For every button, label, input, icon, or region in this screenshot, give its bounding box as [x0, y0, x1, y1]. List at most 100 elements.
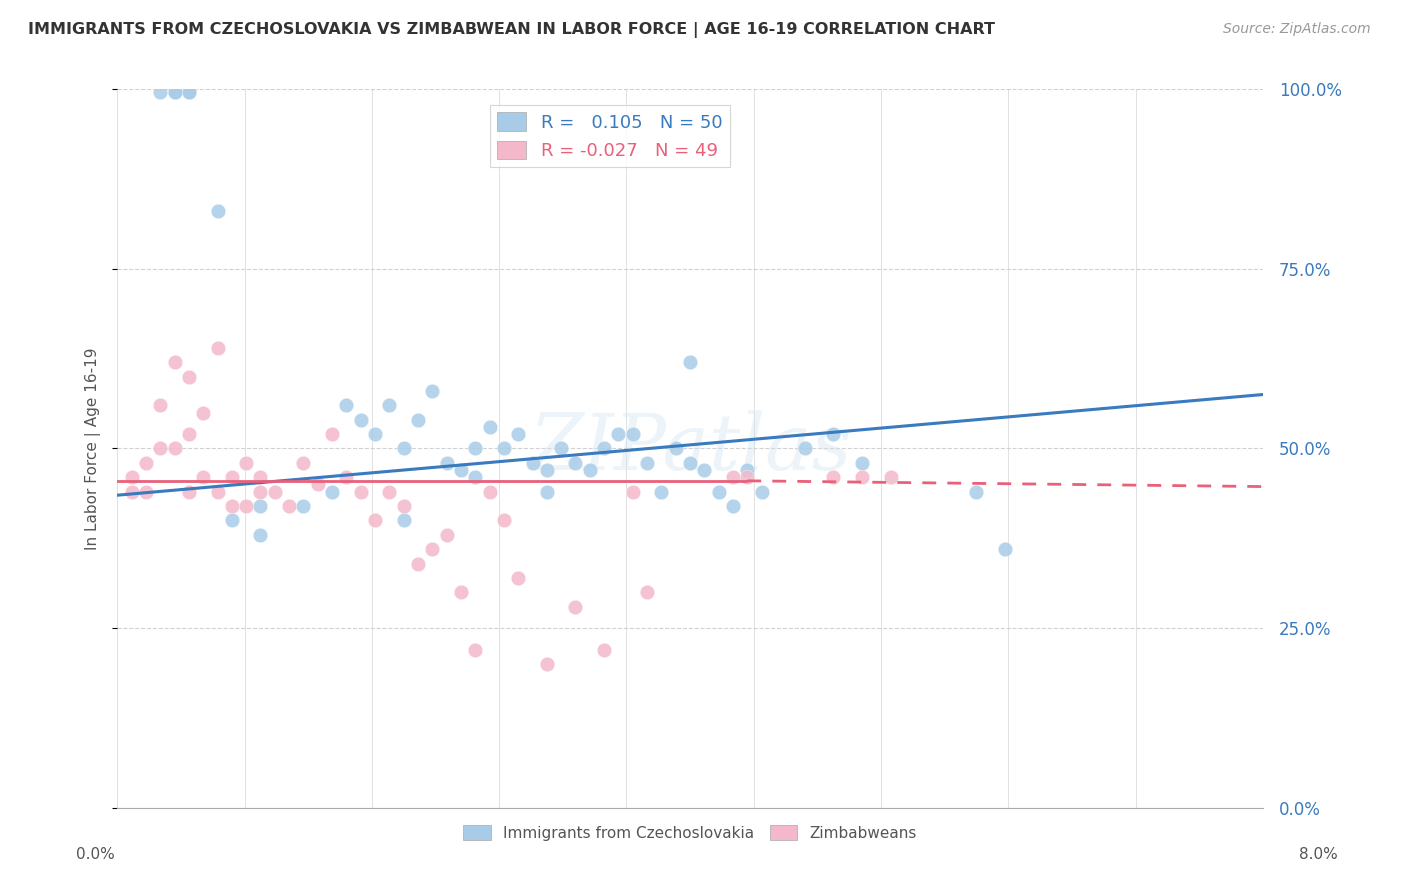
Point [721, 499, 744, 513]
Point [249, 528, 271, 542]
Point [249, 484, 271, 499]
Point [450, 585, 472, 599]
Point [163, 442, 186, 456]
Point [163, 86, 186, 100]
Point [679, 355, 702, 369]
Point [177, 86, 200, 100]
Point [879, 470, 901, 484]
Point [851, 456, 873, 470]
Point [135, 456, 157, 470]
Point [536, 657, 558, 672]
Point [621, 427, 644, 442]
Point [263, 484, 285, 499]
Point [436, 456, 458, 470]
Point [193, 470, 215, 484]
Point [149, 398, 172, 412]
Point [350, 413, 373, 427]
Point [163, 86, 186, 100]
Point [994, 542, 1017, 557]
Point [564, 456, 586, 470]
Point [350, 484, 373, 499]
Point [721, 470, 744, 484]
Point [737, 470, 759, 484]
Point [292, 499, 315, 513]
Point [392, 513, 415, 527]
Point [177, 369, 200, 384]
Point [207, 204, 229, 219]
Text: ZIPatlas: ZIPatlas [529, 410, 851, 487]
Point [406, 557, 429, 571]
Point [292, 456, 315, 470]
Point [508, 571, 530, 585]
Point [177, 86, 200, 100]
Point [364, 513, 387, 527]
Point [193, 405, 215, 419]
Point [751, 484, 773, 499]
Point [406, 413, 429, 427]
Point [249, 499, 271, 513]
Point [464, 642, 486, 657]
Point [249, 470, 271, 484]
Point [121, 484, 143, 499]
Point [335, 470, 357, 484]
Point [492, 442, 515, 456]
Point [737, 463, 759, 477]
Y-axis label: In Labor Force | Age 16-19: In Labor Force | Age 16-19 [86, 347, 101, 549]
Point [207, 341, 229, 355]
Point [420, 542, 443, 557]
Text: IMMIGRANTS FROM CZECHOSLOVAKIA VS ZIMBABWEAN IN LABOR FORCE | AGE 16-19 CORRELAT: IMMIGRANTS FROM CZECHOSLOVAKIA VS ZIMBAB… [28, 22, 995, 38]
Point [508, 427, 530, 442]
Point [392, 442, 415, 456]
Point [420, 384, 443, 398]
Point [665, 442, 688, 456]
Point [177, 427, 200, 442]
Point [593, 642, 616, 657]
Point [478, 420, 501, 434]
Point [793, 442, 815, 456]
Point [492, 513, 515, 527]
Point [593, 442, 616, 456]
Point [378, 484, 401, 499]
Point [464, 442, 486, 456]
Legend: R =   0.105   N = 50, R = -0.027   N = 49: R = 0.105 N = 50, R = -0.027 N = 49 [491, 105, 730, 168]
Point [550, 442, 572, 456]
Point [278, 499, 301, 513]
Text: Source: ZipAtlas.com: Source: ZipAtlas.com [1223, 22, 1371, 37]
Point [121, 470, 143, 484]
Point [636, 585, 658, 599]
Point [536, 463, 558, 477]
Point [392, 499, 415, 513]
Text: 0.0%: 0.0% [76, 847, 115, 862]
Point [564, 599, 586, 614]
Point [221, 470, 243, 484]
Point [464, 470, 486, 484]
Point [650, 484, 672, 499]
Point [450, 463, 472, 477]
Point [578, 463, 600, 477]
Point [149, 442, 172, 456]
Point [823, 470, 845, 484]
Point [621, 484, 644, 499]
Point [335, 398, 357, 412]
Point [321, 484, 343, 499]
Point [536, 484, 558, 499]
Point [693, 463, 716, 477]
Point [135, 484, 157, 499]
Point [235, 456, 257, 470]
Point [636, 456, 658, 470]
Point [207, 484, 229, 499]
Text: 8.0%: 8.0% [1299, 847, 1339, 862]
Point [149, 86, 172, 100]
Point [307, 477, 329, 491]
Point [707, 484, 730, 499]
Point [364, 427, 387, 442]
Point [851, 470, 873, 484]
Point [478, 484, 501, 499]
Point [436, 528, 458, 542]
Point [163, 355, 186, 369]
Point [221, 499, 243, 513]
Point [679, 456, 702, 470]
Point [607, 427, 630, 442]
Point [522, 456, 544, 470]
Point [823, 427, 845, 442]
